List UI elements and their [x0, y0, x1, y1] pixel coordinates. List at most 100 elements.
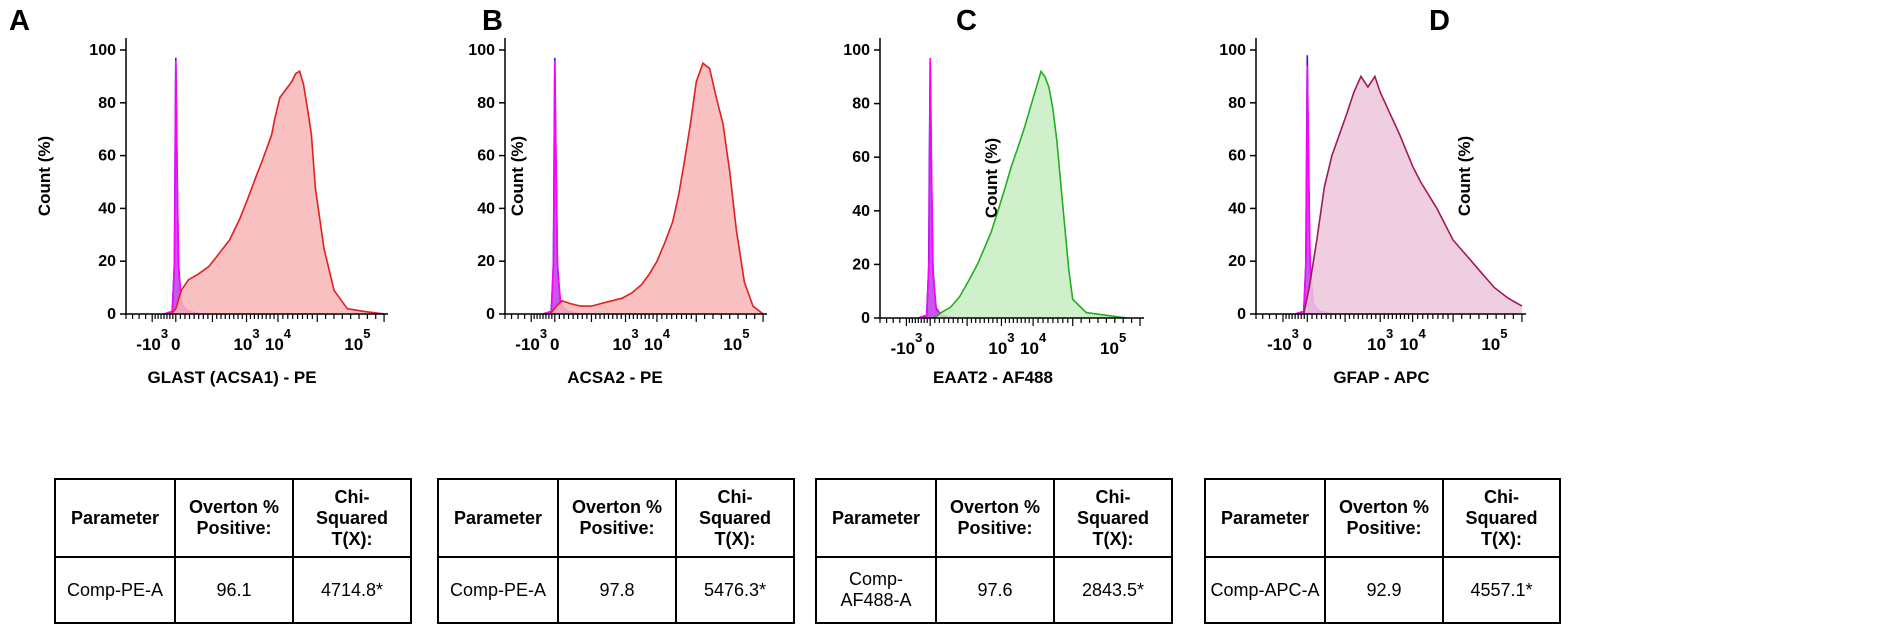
table-cell: Comp-PE-A [437, 556, 559, 624]
stats-table: Parameter Overton % Positive: Chi-Squared … [815, 478, 1173, 624]
x-tick-label: 103 [233, 326, 259, 354]
table-header-cell: Chi-Squared T(X): [292, 478, 412, 558]
figure: A 0 20 40 60 80 100 -103 0 103 104 105 Count (%) GLAS… [9, 5, 1561, 624]
y-tick-label: 100 [1219, 42, 1246, 59]
x-axis-label: GLAST (ACSA1) - PE [147, 368, 316, 387]
table-cell: Comp-APC-A [1204, 556, 1326, 624]
table-header-cell: Overton % Positive: [1324, 478, 1444, 558]
x-tick-label: 104 [1400, 326, 1427, 354]
x-tick-label: 103 [612, 326, 638, 354]
x-tick-label: 105 [344, 326, 370, 354]
y-tick-label: 0 [1237, 306, 1246, 323]
table-header-cell: Overton % Positive: [174, 478, 294, 558]
table-cell: 2843.5* [1053, 556, 1173, 624]
table-header-cell: Chi-Squared T(X): [1053, 478, 1173, 558]
table-header-cell: Overton % Positive: [557, 478, 677, 558]
x-tick-label: -103 [515, 326, 547, 354]
panel-letter: C [956, 5, 977, 37]
table-header-row: Parameter Overton % Positive: Chi-Squared … [1204, 478, 1561, 558]
y-tick-label: 20 [98, 253, 116, 270]
x-axis-label: ACSA2 - PE [567, 368, 662, 387]
table-row: Comp-APC-A 92.9 4557.1* [1204, 556, 1561, 624]
y-tick-label: 100 [89, 42, 116, 59]
table-cell: 5476.3* [675, 556, 795, 624]
y-tick-label: 80 [98, 95, 116, 112]
table-cell: 96.1 [174, 556, 294, 624]
y-tick-label: 0 [486, 306, 495, 323]
stats-table: Parameter Overton % Positive: Chi-Squared … [437, 478, 795, 624]
x-tick-label: 104 [644, 326, 671, 354]
x-tick-label: 0 [925, 339, 934, 358]
table-cell: 4557.1* [1442, 556, 1561, 624]
table-row: Comp-PE-A 96.1 4714.8* [54, 556, 412, 624]
series-area-2 [171, 71, 385, 314]
y-tick-label: 0 [107, 306, 116, 323]
x-tick-label: 105 [1481, 326, 1507, 354]
x-tick-label: 0 [550, 335, 559, 354]
table-header-cell: Overton % Positive: [935, 478, 1055, 558]
y-tick-label: 60 [477, 148, 495, 165]
y-axis-label: Count (%) [1455, 136, 1474, 216]
stats-table: Parameter Overton % Positive: Chi-Squared … [54, 478, 412, 624]
x-tick-label: 104 [1020, 330, 1047, 358]
table-cell: 97.8 [557, 556, 677, 624]
table-cell: Comp-AF488-A [815, 556, 937, 624]
x-tick-label: 0 [1303, 335, 1312, 354]
table-cell: 92.9 [1324, 556, 1444, 624]
table-header-cell: Parameter [1204, 478, 1326, 558]
y-tick-label: 40 [1228, 200, 1246, 217]
table-header-cell: Parameter [54, 478, 176, 558]
y-tick-label: 80 [1228, 95, 1246, 112]
y-tick-label: 40 [852, 203, 870, 220]
series-line-2 [170, 69, 385, 315]
y-tick-label: 60 [1228, 148, 1246, 165]
table-cell: 4714.8* [292, 556, 412, 624]
series-area-2 [1303, 76, 1522, 315]
series-area-2 [933, 71, 1127, 319]
x-tick-label: -103 [1267, 326, 1299, 354]
y-axis-label: Count (%) [982, 138, 1001, 218]
table-header-row: Parameter Overton % Positive: Chi-Squared … [815, 478, 1173, 558]
y-tick-label: 20 [477, 253, 495, 270]
table-cell: Comp-PE-A [54, 556, 176, 624]
table-header-row: Parameter Overton % Positive: Chi-Squared … [54, 478, 412, 558]
x-tick-label: 104 [265, 326, 292, 354]
panel-letter: A [9, 5, 30, 37]
series-line-2 [549, 61, 764, 315]
y-tick-label: 20 [852, 256, 870, 273]
x-tick-label: 103 [1367, 326, 1393, 354]
table-header-cell: Parameter [815, 478, 937, 558]
x-tick-label: -103 [136, 326, 168, 354]
y-tick-label: 100 [468, 42, 495, 59]
y-axis-label: Count (%) [508, 136, 527, 216]
y-tick-label: 40 [477, 200, 495, 217]
series-line-2 [933, 69, 1127, 319]
y-tick-label: 0 [861, 310, 870, 327]
x-axis-label: EAAT2 - AF488 [933, 368, 1053, 387]
y-axis-label: Count (%) [35, 136, 54, 216]
table-header-cell: Parameter [437, 478, 559, 558]
series-area-2 [550, 63, 764, 315]
table-header-cell: Chi-Squared T(X): [675, 478, 795, 558]
x-tick-label: 103 [988, 330, 1014, 358]
x-tick-label: 0 [171, 335, 180, 354]
table-row: Comp-AF488-A 97.6 2843.5* [815, 556, 1173, 624]
panel-letter: D [1429, 5, 1450, 37]
table-header-cell: Chi-Squared T(X): [1442, 478, 1561, 558]
table-cell: 97.6 [935, 556, 1055, 624]
y-tick-label: 40 [98, 200, 116, 217]
x-tick-label: -103 [890, 330, 922, 358]
series-line-1 [918, 57, 957, 319]
panel-letter: B [482, 5, 503, 37]
y-tick-label: 20 [1228, 253, 1246, 270]
series-line-2 [1302, 74, 1523, 315]
y-tick-label: 80 [477, 95, 495, 112]
table-row: Comp-PE-A 97.8 5476.3* [437, 556, 795, 624]
y-tick-label: 100 [843, 42, 870, 59]
x-tick-label: 105 [723, 326, 749, 354]
x-axis-label: GFAP - APC [1333, 368, 1429, 387]
